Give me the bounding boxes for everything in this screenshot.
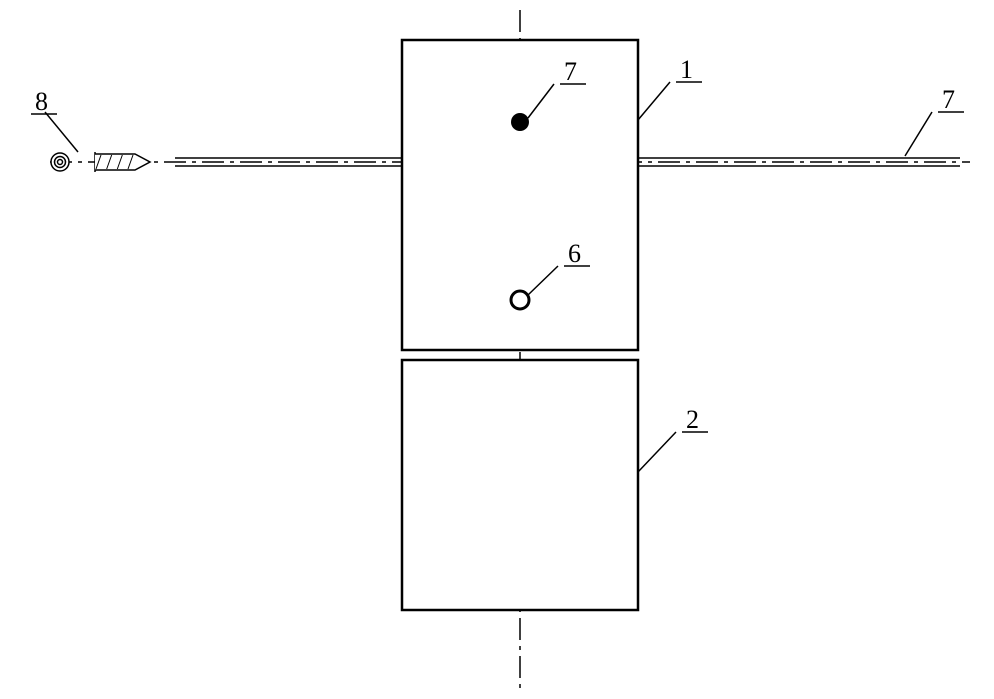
callout-dot-open (511, 291, 529, 309)
label-text-7_right: 7 (942, 85, 955, 114)
label-1: 1 (638, 55, 702, 120)
label-text-8: 8 (35, 87, 48, 116)
label-2: 2 (638, 405, 708, 472)
block-lower (402, 360, 638, 610)
washer-icon (51, 153, 69, 171)
diagram-canvas: 1 2 6 8 7 7 (0, 0, 994, 699)
fastener-screw (51, 152, 150, 172)
label-text-1: 1 (680, 55, 693, 84)
label-7_right: 7 (905, 85, 964, 156)
label-text-6: 6 (568, 239, 581, 268)
label-text-2: 2 (686, 405, 699, 434)
callout-dot-filled (511, 113, 529, 131)
label-8: 8 (31, 87, 78, 152)
label-text-7_top: 7 (564, 57, 577, 86)
